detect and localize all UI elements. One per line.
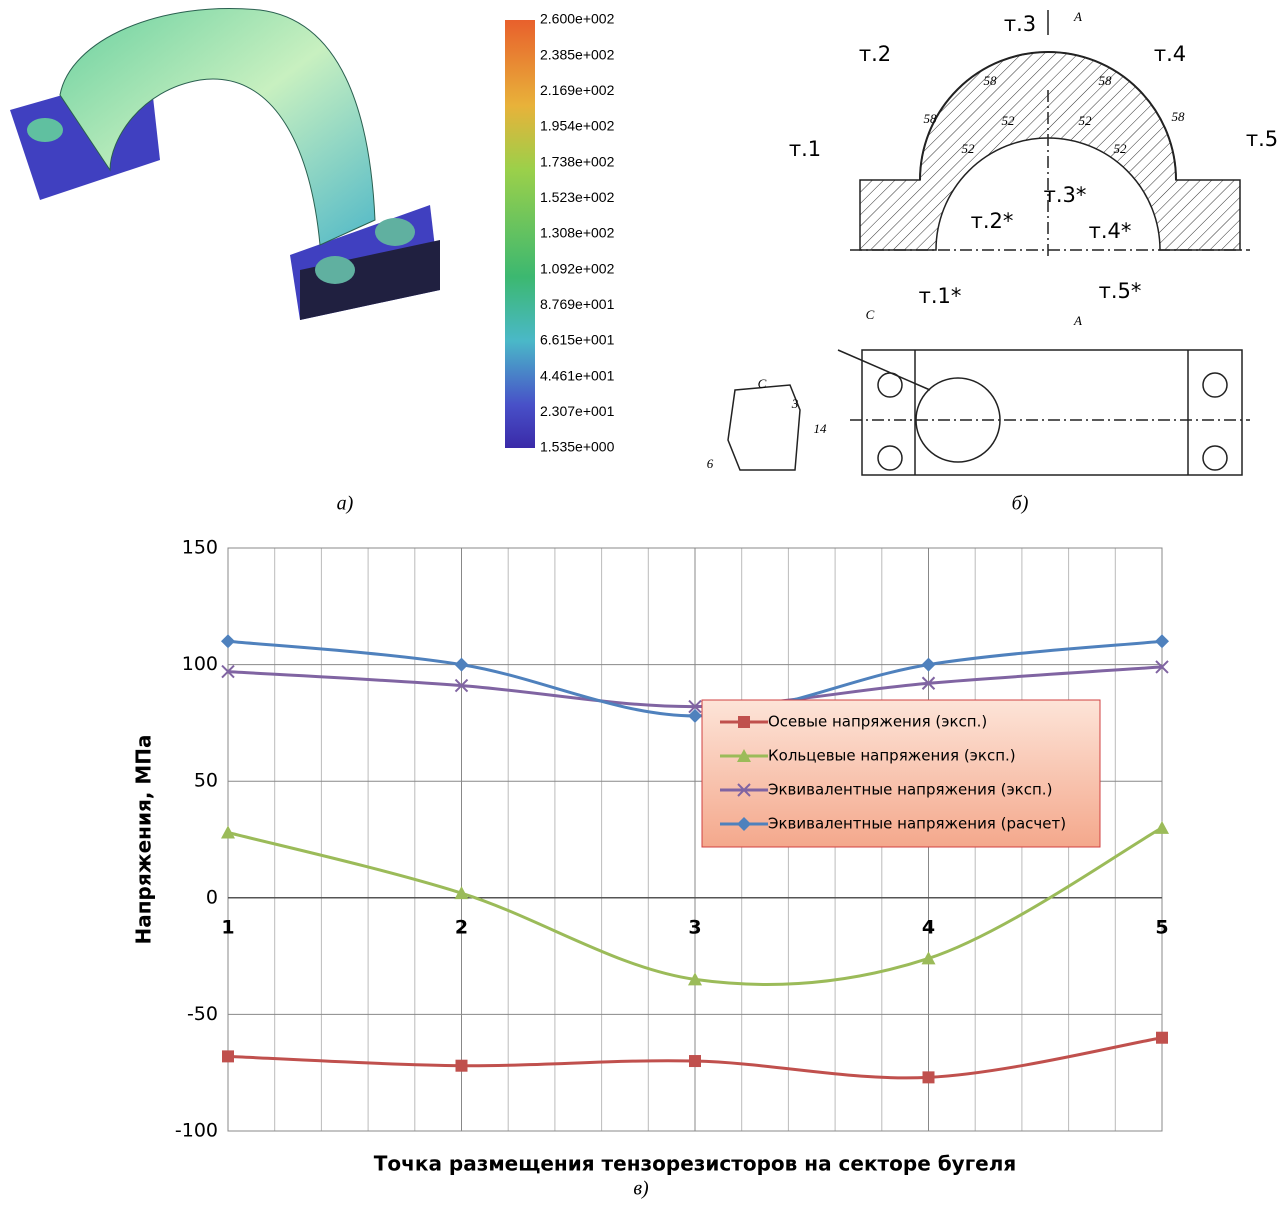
colorbar-label: 1.308e+002 bbox=[540, 225, 615, 241]
drawing-label: т.5 bbox=[1246, 127, 1278, 151]
drawing-label: 58 bbox=[924, 111, 938, 126]
marker bbox=[923, 1071, 935, 1083]
drawing-label: 3 bbox=[791, 396, 799, 411]
legend-label: Осевые напряжения (эксп.) bbox=[768, 713, 987, 731]
drawing-label: т.3* bbox=[1044, 183, 1087, 207]
drawing-label: т.3 bbox=[1004, 12, 1036, 36]
fe-model bbox=[10, 8, 440, 320]
drawing-label: А bbox=[1073, 9, 1082, 24]
marker bbox=[222, 1050, 234, 1062]
drawing-label: т.2 bbox=[859, 42, 891, 66]
legend-label: Эквивалентные напряжения (расчет) bbox=[768, 815, 1066, 833]
y-axis-title: Напряжения, МПа bbox=[132, 734, 156, 944]
x-tick-label: 5 bbox=[1155, 916, 1168, 938]
y-tick-label: 150 bbox=[182, 537, 218, 559]
marker bbox=[689, 1055, 701, 1067]
colorbar-label: 4.461e+001 bbox=[540, 367, 615, 383]
x-tick-label: 3 bbox=[688, 916, 701, 938]
panel-label: б) bbox=[1012, 493, 1029, 515]
colorbar-label: 1.738e+002 bbox=[540, 153, 615, 169]
legend-label: Эквивалентные напряжения (эксп.) bbox=[768, 781, 1052, 799]
colorbar-label: 2.600e+002 bbox=[540, 11, 615, 27]
figure: -100 -50 0 50 100 150 1 2 3 4 5 Напряжения, МПа Точк… bbox=[0, 0, 1286, 1204]
drawing-label: 52 bbox=[962, 141, 976, 156]
drawing-label: 52 bbox=[1114, 141, 1128, 156]
marker bbox=[456, 1060, 468, 1072]
drawing-label: 52 bbox=[1079, 113, 1093, 128]
drawing-label: 58 bbox=[984, 73, 998, 88]
colorbar-label: 1.523e+002 bbox=[540, 189, 615, 205]
x-tick-label: 4 bbox=[922, 916, 935, 938]
drawing-label: 6 bbox=[707, 456, 714, 471]
colorbar-label: 6.615e+001 bbox=[540, 332, 615, 348]
drawing-label: т.2* bbox=[971, 209, 1014, 233]
drawing-label: 58 bbox=[1099, 73, 1113, 88]
colorbar-label: 1.535e+000 bbox=[540, 439, 615, 455]
x-tick-label: 2 bbox=[455, 916, 468, 938]
drawing-label: 52 bbox=[1002, 113, 1016, 128]
drawing-label: т.4 bbox=[1154, 42, 1186, 66]
y-tick-label: 0 bbox=[206, 886, 218, 908]
panel-label: а) bbox=[337, 493, 354, 515]
drawing-label: т.1* bbox=[919, 284, 962, 308]
x-axis-title: Точка размещения тензорезисторов на сект… bbox=[374, 1152, 1016, 1176]
colorbar bbox=[505, 20, 535, 448]
colorbar-label: 8.769e+001 bbox=[540, 296, 615, 312]
drawing-label: С bbox=[758, 376, 767, 391]
panel-label: в) bbox=[633, 1178, 649, 1200]
drawing-label: 58 bbox=[1172, 109, 1186, 124]
drawing-label: т.4* bbox=[1089, 219, 1132, 243]
y-tick-label: 100 bbox=[182, 653, 218, 675]
drawing-label: т.1 bbox=[789, 137, 821, 161]
y-tick-label: 50 bbox=[194, 770, 218, 792]
colorbar-label: 1.954e+002 bbox=[540, 118, 615, 134]
drawing-label: А bbox=[1073, 313, 1082, 328]
colorbar-label: 2.307e+001 bbox=[540, 403, 615, 419]
page: -100 -50 0 50 100 150 1 2 3 4 5 Напряжения, МПа Точк… bbox=[0, 0, 1286, 1208]
marker bbox=[738, 716, 750, 728]
legend-label: Кольцевые напряжения (эксп.) bbox=[768, 747, 1016, 765]
drawing-label: 14 bbox=[814, 421, 828, 436]
colorbar-label: 2.169e+002 bbox=[540, 82, 615, 98]
x-tick-label: 1 bbox=[221, 916, 234, 938]
y-tick-label: -100 bbox=[175, 1120, 218, 1142]
colorbar-label: 1.092e+002 bbox=[540, 260, 615, 276]
drawing-label: С bbox=[866, 307, 875, 322]
y-tick-label: -50 bbox=[187, 1003, 218, 1025]
marker bbox=[1156, 1032, 1168, 1044]
drawing-label: т.5* bbox=[1099, 279, 1142, 303]
colorbar-label: 2.385e+002 bbox=[540, 46, 615, 62]
